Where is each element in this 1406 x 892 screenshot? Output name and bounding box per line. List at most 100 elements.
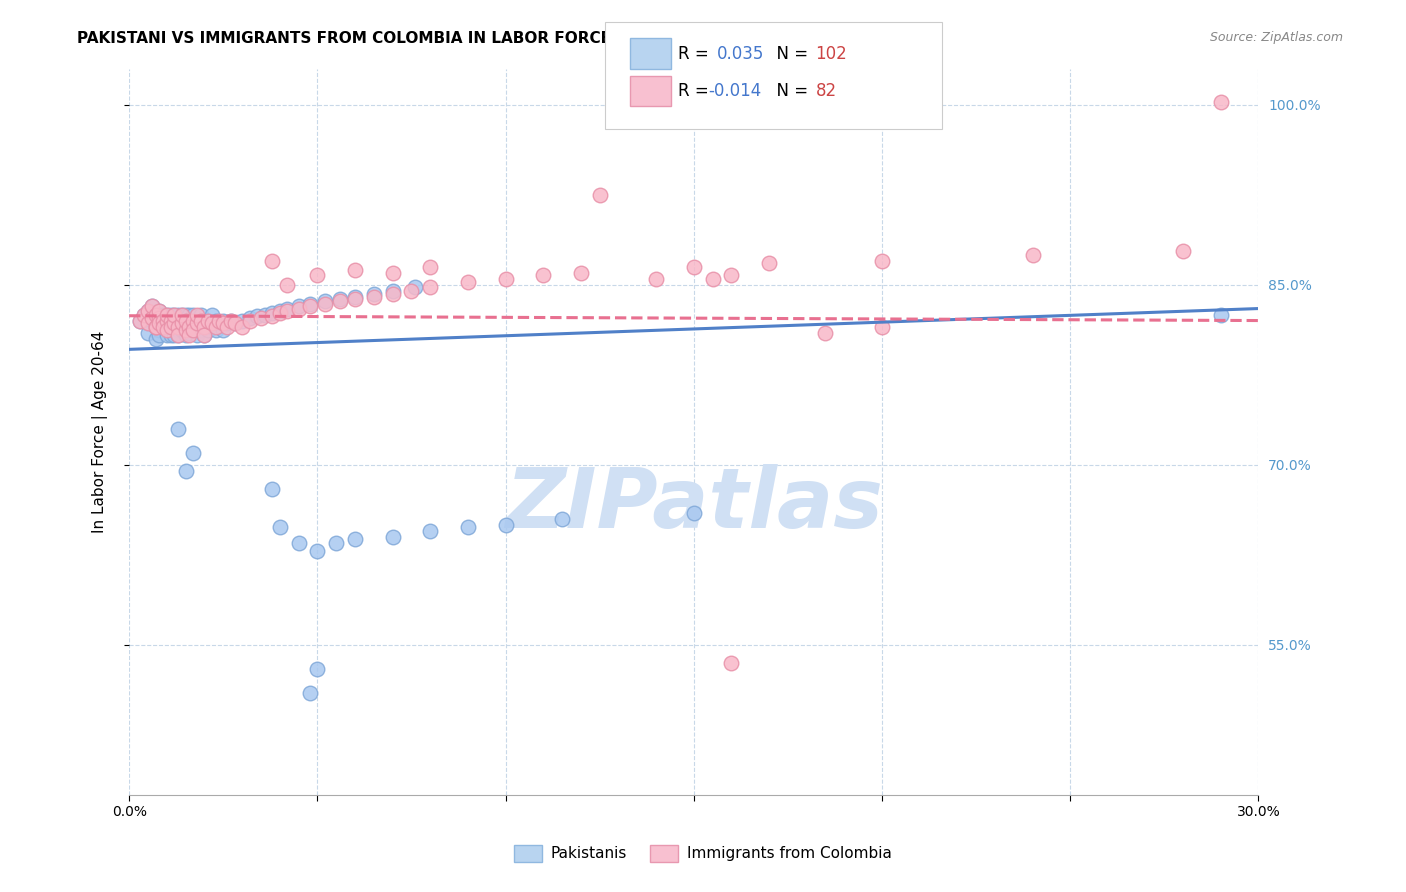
Point — [174, 313, 197, 327]
Point — [148, 323, 170, 337]
Point — [363, 289, 385, 303]
Point — [141, 299, 163, 313]
Point — [163, 308, 186, 322]
Point — [298, 685, 321, 699]
Point — [401, 284, 423, 298]
Point — [190, 313, 212, 327]
Point — [329, 292, 352, 306]
Point — [870, 253, 893, 268]
Point — [307, 544, 329, 558]
Point — [145, 319, 167, 334]
Point — [201, 308, 224, 322]
Point — [174, 313, 197, 327]
Point — [343, 289, 366, 303]
Point — [129, 313, 152, 327]
Point — [314, 294, 336, 309]
Point — [588, 187, 610, 202]
Text: 0.035: 0.035 — [717, 45, 765, 62]
Point — [163, 316, 186, 330]
Point — [314, 297, 336, 311]
Text: R =: R = — [678, 45, 714, 62]
Point — [287, 535, 309, 549]
Point — [193, 319, 215, 334]
Point — [231, 319, 253, 334]
Point — [152, 313, 174, 327]
Point — [159, 313, 181, 327]
Point — [145, 319, 167, 334]
Point — [329, 294, 352, 309]
Text: 102: 102 — [815, 45, 848, 62]
Point — [1021, 247, 1043, 261]
Point — [156, 313, 179, 327]
Point — [174, 323, 197, 337]
Point — [136, 304, 159, 318]
Point — [136, 326, 159, 340]
Point — [136, 304, 159, 318]
Point — [181, 323, 204, 337]
Point — [170, 308, 193, 322]
Point — [215, 316, 238, 330]
Point — [148, 316, 170, 330]
Point — [197, 313, 219, 327]
Point — [163, 316, 186, 330]
Point — [156, 328, 179, 343]
Point — [148, 304, 170, 318]
Point — [276, 301, 298, 316]
Text: PAKISTANI VS IMMIGRANTS FROM COLOMBIA IN LABOR FORCE | AGE 20-64 CORRELATION CHA: PAKISTANI VS IMMIGRANTS FROM COLOMBIA IN… — [77, 31, 904, 47]
Point — [645, 271, 668, 285]
Text: 82: 82 — [815, 82, 837, 100]
Point — [167, 313, 190, 327]
Point — [179, 328, 201, 343]
Point — [136, 316, 159, 330]
Point — [215, 319, 238, 334]
Point — [193, 328, 215, 343]
Point — [1171, 244, 1194, 258]
Point — [381, 266, 404, 280]
Point — [136, 316, 159, 330]
Point — [141, 311, 163, 326]
Point — [381, 287, 404, 301]
Text: N =: N = — [766, 82, 814, 100]
Point — [145, 319, 167, 334]
Point — [276, 304, 298, 318]
Point — [495, 517, 517, 532]
Point — [179, 308, 201, 322]
Point — [276, 277, 298, 292]
Point — [174, 464, 197, 478]
Point — [269, 520, 291, 534]
Point — [307, 662, 329, 676]
Point — [204, 323, 226, 337]
Point — [343, 292, 366, 306]
Point — [174, 319, 197, 334]
Point — [212, 323, 235, 337]
Point — [145, 316, 167, 330]
Point — [219, 313, 242, 327]
Point — [181, 308, 204, 322]
Point — [167, 328, 190, 343]
Text: N =: N = — [766, 45, 814, 62]
Point — [298, 297, 321, 311]
Point — [870, 319, 893, 334]
Point — [148, 311, 170, 326]
Point — [148, 328, 170, 343]
Point — [167, 421, 190, 435]
Point — [167, 319, 190, 334]
Point — [307, 268, 329, 282]
Point — [134, 308, 156, 322]
Point — [343, 532, 366, 546]
Point — [404, 280, 426, 294]
Point — [814, 326, 837, 340]
Point — [193, 328, 215, 343]
Point — [148, 304, 170, 318]
Point — [212, 316, 235, 330]
Point — [419, 280, 441, 294]
Point — [269, 306, 291, 320]
Point — [219, 313, 242, 327]
Point — [156, 313, 179, 327]
Text: -0.014: -0.014 — [709, 82, 762, 100]
Point — [152, 308, 174, 322]
Point — [208, 316, 231, 330]
Point — [253, 308, 276, 322]
Point — [145, 319, 167, 334]
Point — [152, 319, 174, 334]
